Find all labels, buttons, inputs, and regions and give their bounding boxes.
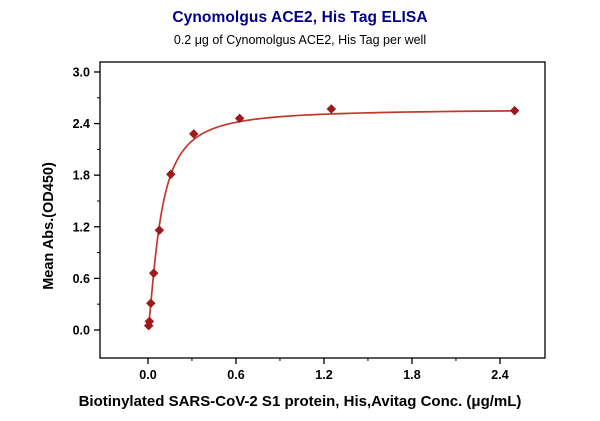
plot-frame [99,61,546,359]
data-point-marker [188,129,199,139]
chart-subtitle: 0.2 μg of Cynomolgus ACE2, His Tag per w… [173,33,427,47]
data-point-marker [148,268,159,279]
y-tick-label: 0.6 [73,272,90,286]
y-tick-label: 2.4 [73,117,90,131]
y-tick-label: 1.8 [73,169,90,183]
data-point-marker [143,320,154,331]
x-tick-label: 1.2 [315,368,332,382]
x-tick-label: 0.6 [227,368,244,382]
y-tick-label: 0.0 [73,323,90,337]
data-point-marker [234,113,245,124]
fit-curve [147,110,515,325]
x-tick-label: 0.0 [139,368,156,382]
x-tick-label: 1.8 [403,368,420,382]
x-axis-label: Biotinylated SARS-CoV-2 S1 protein, His,… [78,393,522,410]
elisa-binding-curve-plot: 0.0 0.6 1.2 1.8 2.4 0.0 0.6 1.2 1.8 2.4 3.0 [73,61,546,382]
data-point-marker [326,104,337,114]
data-point-marker [144,316,155,327]
chart-title: Cynomolgus ACE2, His Tag ELISA [172,9,428,26]
data-point-marker [154,225,165,236]
data-point-marker [165,169,176,180]
data-point-marker [145,298,156,309]
x-tick-label: 2.4 [491,368,508,382]
data-point-marker [509,105,520,116]
y-tick-label: 3.0 [73,65,90,79]
y-tick-label: 1.2 [73,220,90,234]
y-axis-label: Mean Abs.(OD450) [41,162,57,290]
